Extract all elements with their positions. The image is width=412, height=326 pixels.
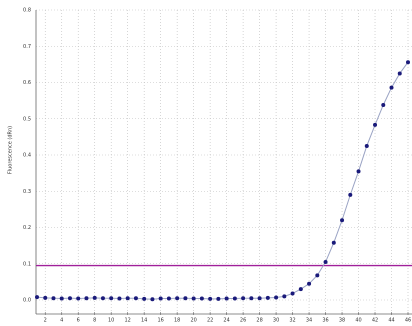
x-tick-label: 36: [322, 318, 328, 324]
data-point: [175, 296, 180, 301]
data-point: [208, 296, 213, 301]
data-point: [257, 296, 262, 301]
y-tick-label: 0.0: [23, 298, 31, 304]
data-point: [406, 60, 410, 65]
data-point: [109, 296, 114, 301]
x-tick-label: 20: [190, 318, 196, 324]
data-point: [67, 296, 72, 301]
data-point: [216, 296, 221, 301]
data-point: [282, 294, 287, 299]
data-point: [224, 296, 229, 301]
data-point: [389, 85, 394, 90]
data-point: [92, 295, 97, 300]
data-point: [274, 295, 279, 300]
data-point: [232, 296, 237, 301]
x-tick-label: 42: [372, 318, 378, 324]
x-tick-label: 38: [339, 318, 345, 324]
x-tick-label: 24: [223, 318, 229, 324]
data-point: [125, 296, 130, 301]
data-point: [76, 296, 81, 301]
data-point: [265, 295, 270, 300]
x-tick-label: 22: [207, 318, 213, 324]
data-point: [35, 295, 39, 300]
x-tick-label: 44: [388, 318, 394, 324]
x-tick-label: 2: [44, 318, 47, 324]
x-tick-label: 40: [355, 318, 361, 324]
data-point: [249, 296, 254, 301]
y-tick-label: 0.6: [23, 80, 31, 86]
y-tick-label: 0.3: [23, 189, 31, 195]
data-point: [166, 296, 171, 301]
x-tick-label: 28: [256, 318, 262, 324]
x-tick-label: 16: [157, 318, 163, 324]
data-point: [117, 296, 122, 301]
data-point: [84, 296, 89, 301]
data-point: [307, 281, 312, 286]
x-tick-label: 14: [141, 318, 147, 324]
data-point: [43, 295, 48, 300]
data-point: [331, 240, 336, 245]
data-point: [183, 296, 188, 301]
y-tick-label: 0.7: [23, 44, 31, 50]
data-point: [356, 169, 361, 174]
data-point: [51, 296, 56, 301]
data-point: [290, 291, 295, 296]
y-tick-label: 0.5: [23, 116, 31, 122]
data-point: [397, 71, 402, 76]
data-point: [158, 296, 163, 301]
data-point: [364, 143, 369, 148]
data-point: [59, 296, 64, 301]
x-tick-label: 30: [273, 318, 279, 324]
y-tick-label: 0.1: [23, 261, 31, 267]
x-tick-label: 46: [405, 318, 411, 324]
x-tick-label: 32: [289, 318, 295, 324]
x-tick-label: 4: [60, 318, 63, 324]
x-tick-label: 34: [306, 318, 312, 324]
data-point: [150, 297, 155, 302]
data-point: [340, 218, 345, 223]
data-point: [298, 287, 303, 292]
data-point: [100, 296, 105, 301]
x-tick-label: 26: [240, 318, 246, 324]
data-point: [133, 296, 138, 301]
data-point: [199, 296, 204, 301]
y-axis-label: Fluorescence (dRn): [8, 126, 14, 174]
x-tick-label: 8: [93, 318, 96, 324]
series-line: [36, 61, 409, 300]
data-point: [323, 259, 328, 264]
x-tick-label: 10: [108, 318, 114, 324]
data-point: [241, 296, 246, 301]
y-tick-label: 0.8: [23, 8, 31, 14]
x-tick-label: 12: [125, 318, 131, 324]
data-point: [191, 296, 196, 301]
data-point: [373, 122, 378, 127]
x-tick-label: 6: [77, 318, 80, 324]
data-point: [142, 296, 147, 301]
y-tick-label: 0.2: [23, 225, 31, 231]
x-tick-label: 18: [174, 318, 180, 324]
y-tick-label: 0.4: [23, 153, 31, 159]
data-point: [348, 192, 353, 197]
data-point: [315, 273, 320, 278]
data-point: [381, 102, 386, 107]
